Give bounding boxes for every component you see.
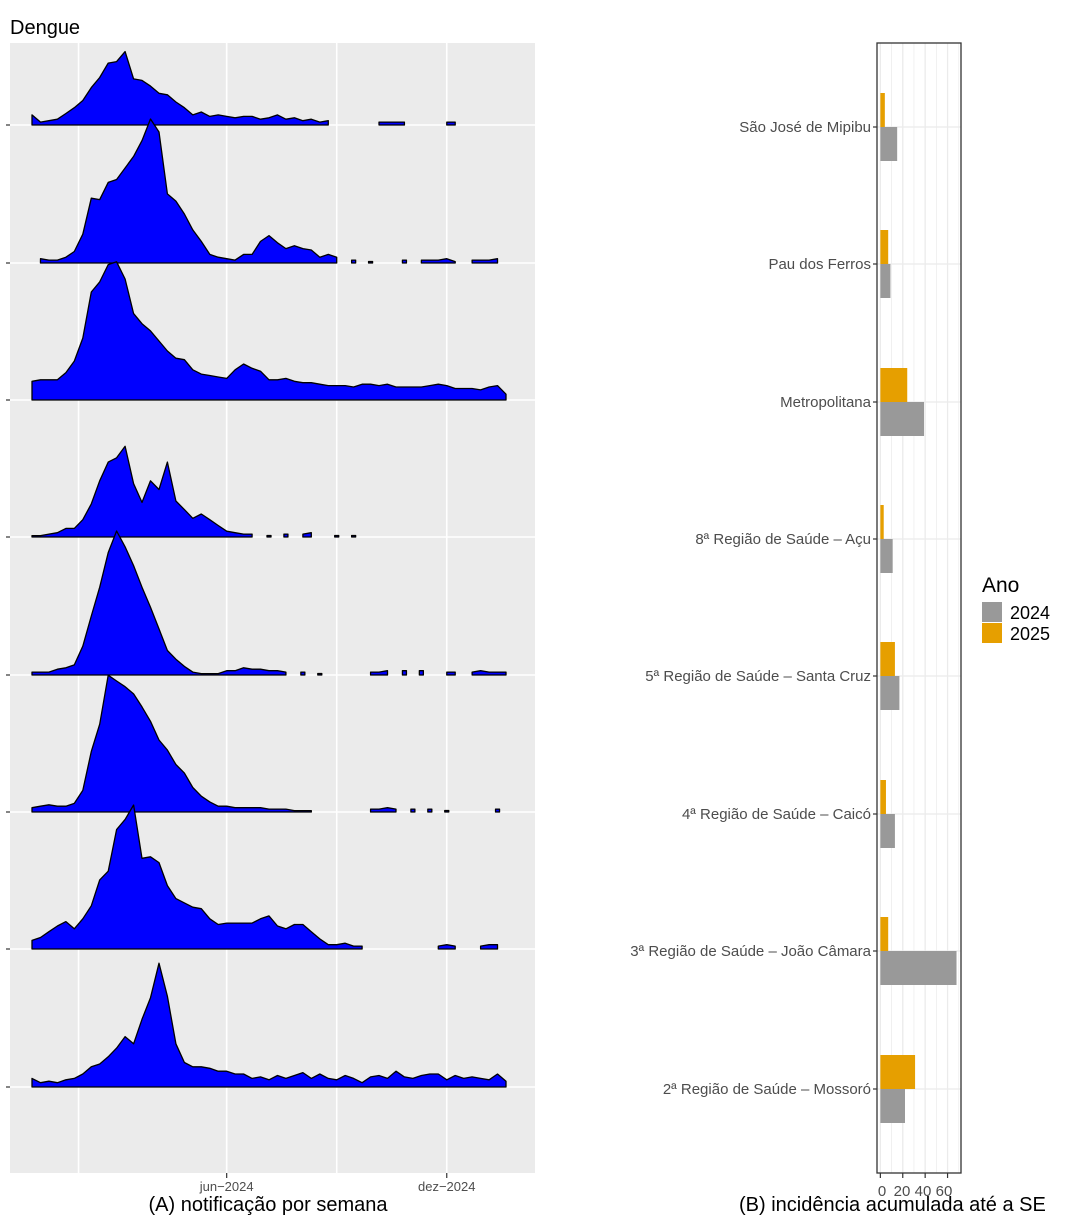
ridge-area xyxy=(266,534,272,538)
category-label-2-regiao-de-saude-mossoro: 2ª Região de Saúde – Mossoró xyxy=(663,1081,871,1098)
panel-a-xtick-label: dez−2024 xyxy=(418,1179,475,1194)
ridge-4-regiao-de-saude-caico xyxy=(31,674,501,813)
panel-b-background xyxy=(877,43,961,1173)
panel-b-xlabel: (B) incidência acumulada até a SE xyxy=(739,1194,1046,1216)
panel-a-xtick-label: jun−2024 xyxy=(199,1179,254,1194)
legend-title: Ano xyxy=(982,574,1019,597)
bar-2025-metropolitana xyxy=(880,368,908,402)
ridge-area xyxy=(350,259,357,264)
ridge-area xyxy=(31,261,507,401)
ridge-sao-jose-de-mipibu xyxy=(31,50,456,126)
figure-title: Dengue xyxy=(10,17,80,39)
bar-2024-8-regiao-de-saude-acu xyxy=(880,539,893,573)
legend-swatch-2025 xyxy=(982,623,1002,643)
ridge-area xyxy=(317,672,323,676)
ridge-area xyxy=(300,671,306,676)
ridge-area xyxy=(494,808,501,813)
ridge-area xyxy=(283,533,289,538)
bar-2025-8-regiao-de-saude-acu xyxy=(880,505,884,539)
category-label-pau-dos-ferros: Pau dos Ferros xyxy=(768,256,871,273)
ridge-area xyxy=(31,804,363,950)
bar-2024-5-regiao-de-saude-santa-cruz xyxy=(880,676,900,710)
bar-2025-4-regiao-de-saude-caico xyxy=(880,780,886,814)
ridge-area xyxy=(446,121,456,126)
bar-2025-sao-jose-de-mipibu xyxy=(880,93,885,127)
ridge-metropolitana xyxy=(31,261,507,401)
ridge-area xyxy=(369,670,389,676)
legend-swatch-2024 xyxy=(982,602,1002,622)
bar-2024-4-regiao-de-saude-caico xyxy=(880,814,895,848)
ridge-8-regiao-de-saude-acu xyxy=(31,445,357,538)
ridge-area xyxy=(401,670,408,676)
panel-b-xtick-label: 60 xyxy=(936,1183,953,1200)
ridge-area xyxy=(420,258,456,264)
category-label-sao-jose-de-mipibu: São José de Mipibu xyxy=(739,119,871,136)
ridge-area xyxy=(427,808,433,813)
ridge-area xyxy=(31,962,507,1088)
ridge-5-regiao-de-saude-santa-cruz xyxy=(31,530,507,676)
category-label-4-regiao-de-saude-caico: 4ª Região de Saúde – Caicó xyxy=(682,806,871,823)
ridge-area xyxy=(401,259,408,264)
ridge-area xyxy=(31,50,329,126)
panel-b-xtick-label: 20 xyxy=(894,1183,911,1200)
ridge-area xyxy=(31,445,253,538)
ridge-area xyxy=(378,121,406,126)
bar-2025-3-regiao-de-saude-joao-camara xyxy=(880,917,889,951)
ridge-2-regiao-de-saude-mossoro xyxy=(31,962,507,1088)
ridge-area xyxy=(31,530,287,676)
ridge-area xyxy=(31,674,312,813)
bar-2024-sao-jose-de-mipibu xyxy=(880,127,898,161)
ridge-area xyxy=(410,808,416,813)
ridge-area xyxy=(39,118,338,264)
bar-2025-2-regiao-de-saude-mossoro xyxy=(880,1055,916,1089)
legend: Ano 2024 2025 xyxy=(982,574,1050,644)
ridge-area xyxy=(334,534,340,538)
ridge-area xyxy=(367,260,374,264)
ridge-3-regiao-de-saude-joao-camara xyxy=(31,804,499,950)
bar-2025-pau-dos-ferros xyxy=(880,230,889,264)
category-label-metropolitana: Metropolitana xyxy=(780,394,872,411)
bar-2024-2-regiao-de-saude-mossoro xyxy=(880,1089,905,1123)
ridge-area xyxy=(418,670,425,676)
bar-2024-metropolitana xyxy=(880,402,925,436)
bar-2024-3-regiao-de-saude-joao-camara xyxy=(880,951,957,985)
category-label-5-regiao-de-saude-santa-cruz: 5ª Região de Saúde – Santa Cruz xyxy=(645,668,871,685)
ridge-area xyxy=(350,534,357,538)
ridge-area xyxy=(471,670,507,676)
ridge-area xyxy=(369,807,397,813)
ridge-area xyxy=(471,258,499,264)
panel-b-xtick-label: 40 xyxy=(915,1183,932,1200)
panel-a-xlabel: (A) notificação por semana xyxy=(148,1194,388,1216)
ridgeline-panel: jun−2024 dez−2024 (A) notificação por sema… xyxy=(6,43,535,1216)
incidence-bar-panel: São José de Mipibu Pau dos Ferros Metropol… xyxy=(630,42,1046,1216)
bar-2025-5-regiao-de-saude-santa-cruz xyxy=(880,642,895,676)
ridge-pau-dos-ferros xyxy=(39,118,499,264)
ridge-area xyxy=(302,532,312,538)
panel-b-xtick-label: 0 xyxy=(878,1183,886,1200)
ridge-area xyxy=(437,944,456,950)
panel-b-border xyxy=(876,42,962,1174)
category-label-8-regiao-de-saude-acu: 8ª Região de Saúde – Açu xyxy=(695,531,871,548)
bar-2024-pau-dos-ferros xyxy=(880,264,891,298)
ridge-area xyxy=(446,671,456,676)
legend-label-2024: 2024 xyxy=(1010,603,1050,623)
legend-label-2025: 2025 xyxy=(1010,624,1050,644)
category-label-3-regiao-de-saude-joao-camara: 3ª Região de Saúde – João Câmara xyxy=(630,943,871,960)
ridge-area xyxy=(444,809,450,813)
ridge-area xyxy=(479,944,499,950)
